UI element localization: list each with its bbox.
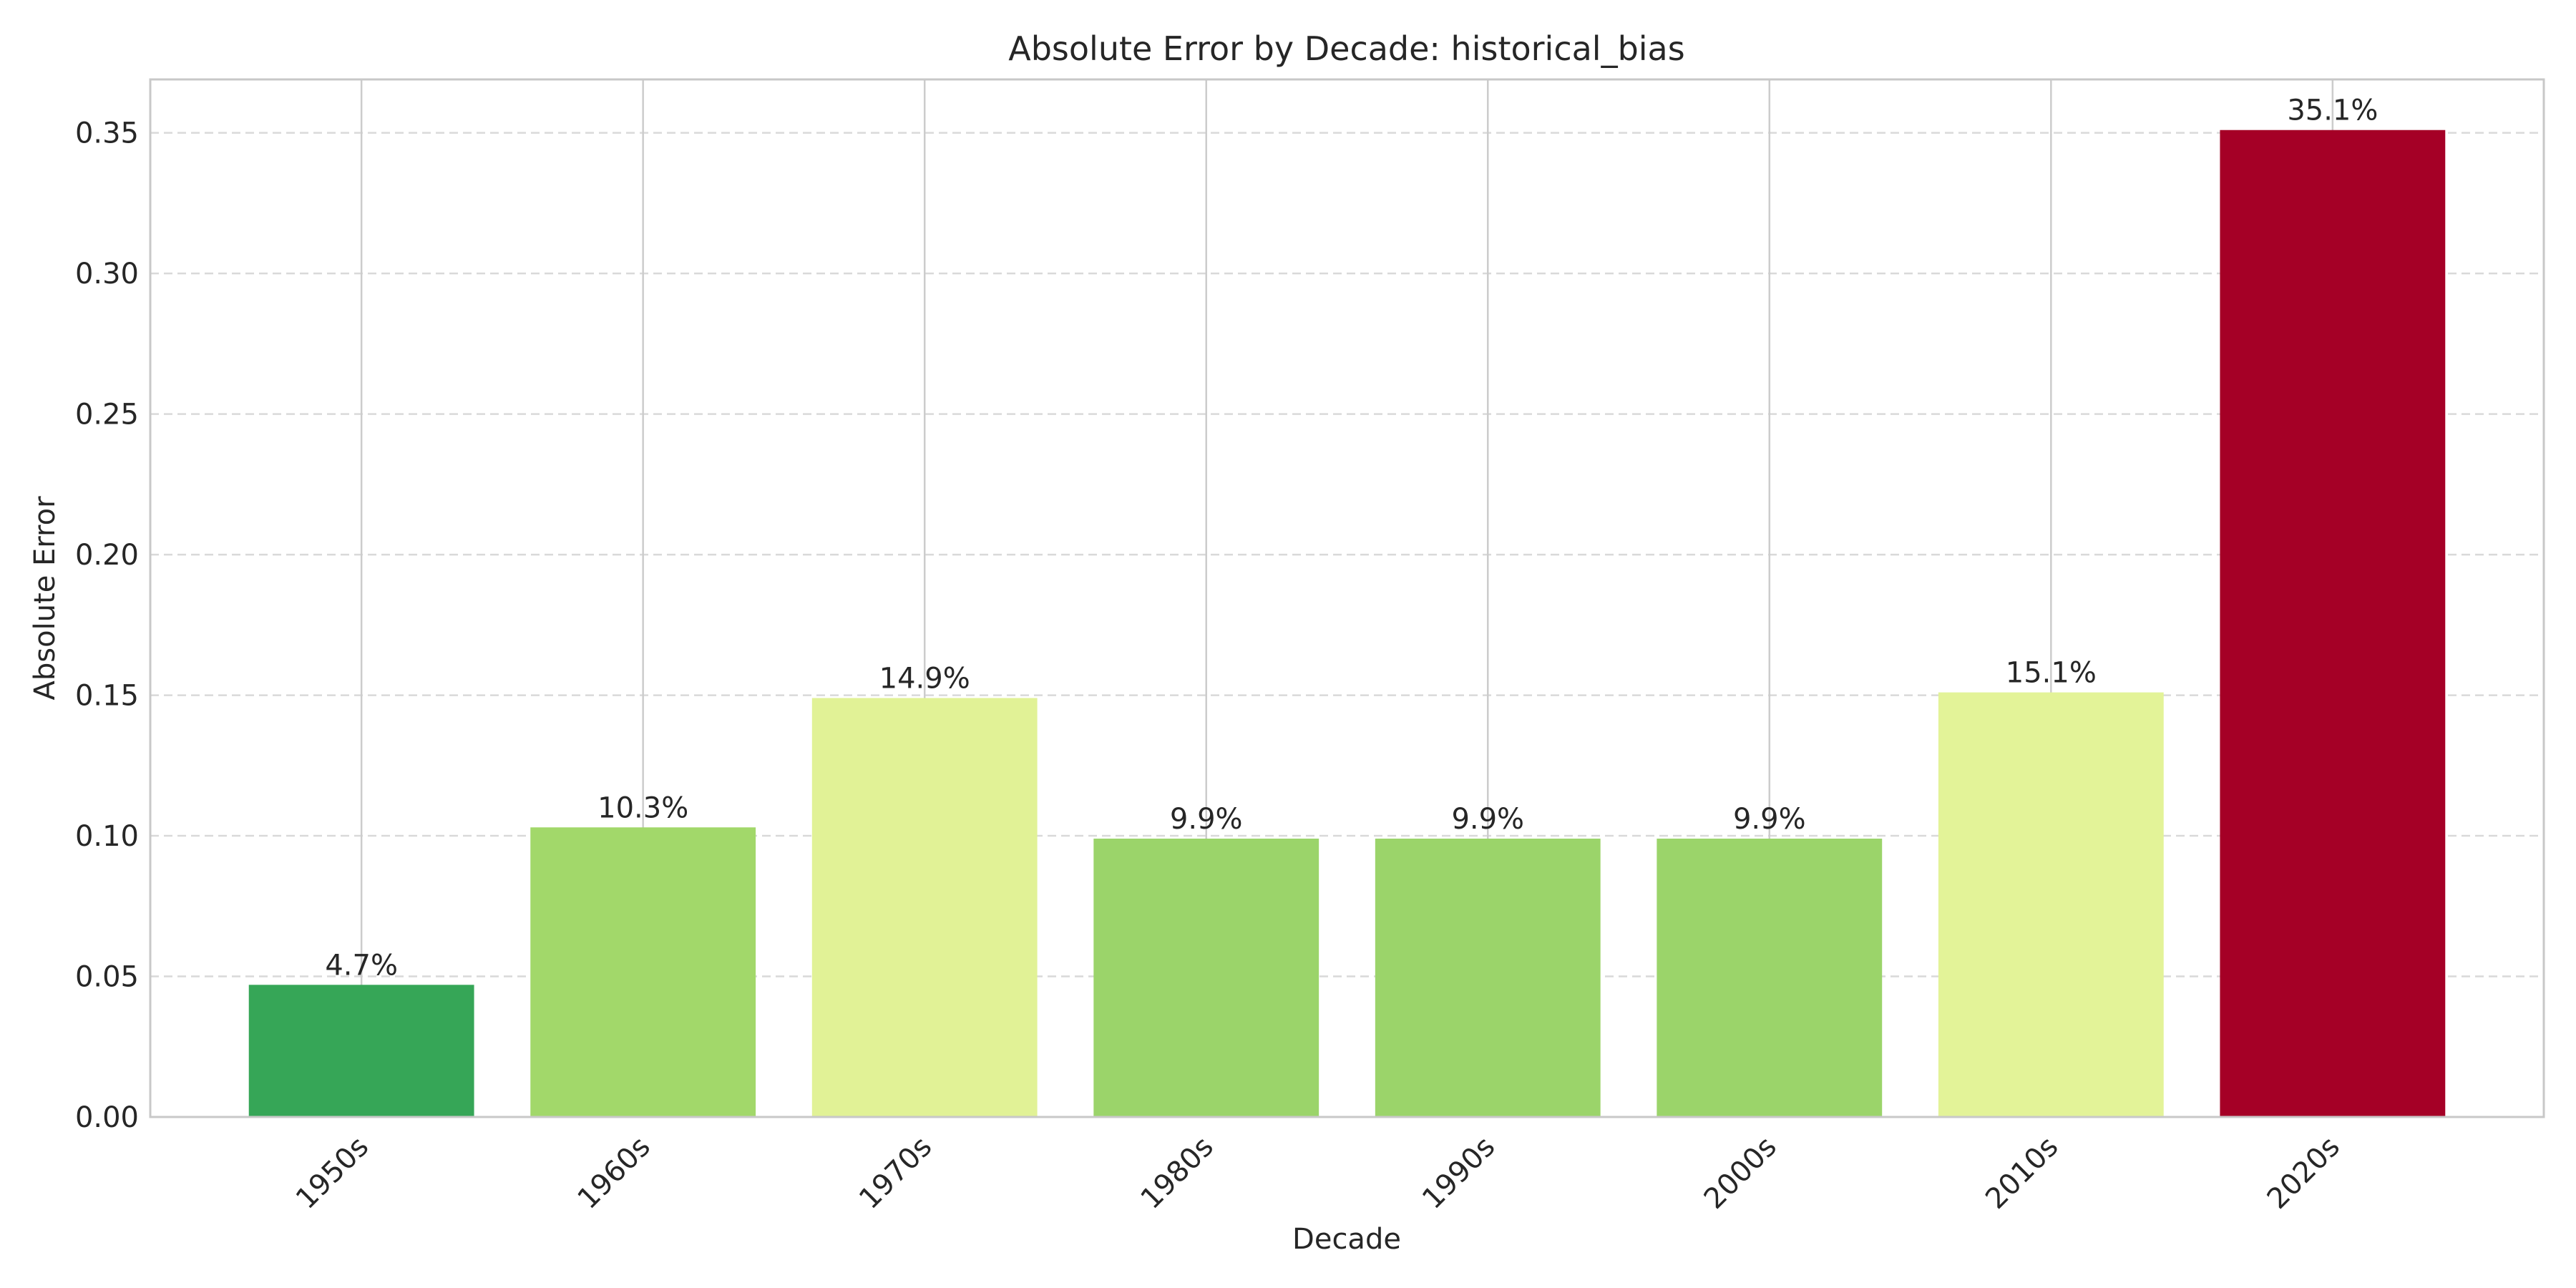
y-tick-label: 0.10 <box>75 820 139 853</box>
data-label-1960s: 10.3% <box>597 791 688 824</box>
chart-title: Absolute Error by Decade: historical_bia… <box>1008 29 1684 68</box>
bar-1990s <box>1375 838 1601 1117</box>
data-label-1980s: 9.9% <box>1170 803 1243 836</box>
data-label-1950s: 4.7% <box>325 949 398 982</box>
bar-1960s <box>530 827 756 1117</box>
bars <box>248 130 2446 1118</box>
y-axis-ticks: 0.00 0.05 0.10 0.15 0.20 0.25 0.30 0.35 <box>75 117 139 1134</box>
bar-1950s <box>248 985 474 1117</box>
plot-frame <box>149 78 2545 1118</box>
data-label-2000s: 9.9% <box>1733 803 1806 836</box>
y-tick-label: 0.30 <box>75 258 139 291</box>
y-tick-label: 0.05 <box>75 961 139 994</box>
y-tick-label: 0.35 <box>75 117 139 150</box>
y-axis-label: Absolute Error <box>29 496 62 701</box>
x-axis-label: Decade <box>1292 1223 1401 1256</box>
bar-2010s <box>1938 692 2164 1117</box>
bar-2020s <box>2220 130 2446 1118</box>
bar-1970s <box>811 698 1038 1117</box>
data-label-1970s: 14.9% <box>879 662 970 695</box>
y-tick-label: 0.00 <box>75 1101 139 1134</box>
data-label-2020s: 35.1% <box>2287 94 2378 127</box>
data-label-2010s: 15.1% <box>2006 657 2097 690</box>
y-tick-label: 0.20 <box>75 539 139 572</box>
bar-1980s <box>1093 838 1319 1117</box>
data-label-1990s: 9.9% <box>1451 803 1524 836</box>
y-tick-label: 0.25 <box>75 399 139 431</box>
bar-2000s <box>1657 838 1883 1117</box>
data-labels: 4.7% 10.3% 14.9% 9.9% 9.9% 9.9% 15.1% 35.1% <box>325 94 2378 982</box>
y-tick-label: 0.15 <box>75 680 139 713</box>
